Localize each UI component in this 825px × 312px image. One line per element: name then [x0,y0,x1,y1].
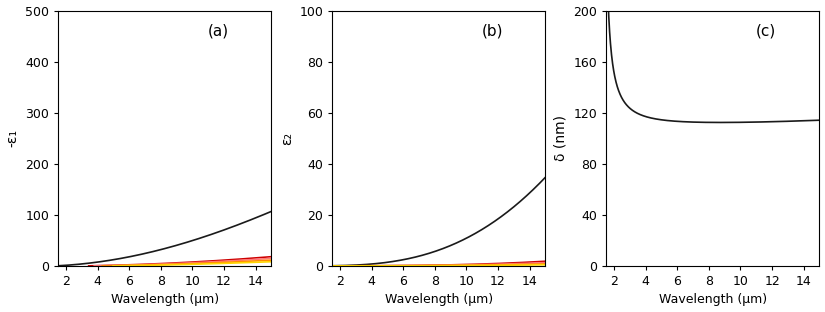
X-axis label: Wavelength (μm): Wavelength (μm) [384,294,493,306]
Y-axis label: -ε₁: -ε₁ [6,129,20,147]
Text: (c): (c) [756,23,776,38]
Text: (a): (a) [207,23,229,38]
Text: (b): (b) [482,23,503,38]
Y-axis label: δ (nm): δ (nm) [554,115,568,161]
Y-axis label: ε₂: ε₂ [280,132,294,145]
X-axis label: Wavelength (μm): Wavelength (μm) [111,294,219,306]
X-axis label: Wavelength (μm): Wavelength (μm) [658,294,767,306]
